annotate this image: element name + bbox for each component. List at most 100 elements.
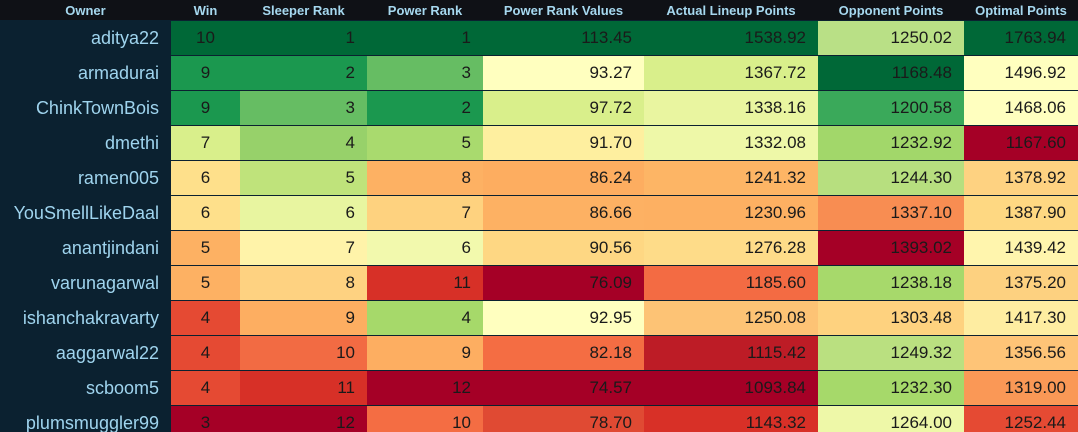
optimal-points-cell: 1319.00	[964, 370, 1078, 406]
owner-cell: aditya22	[0, 20, 171, 56]
optimal-points-cell: 1439.42	[964, 230, 1078, 266]
opponent-points-cell: 1232.92	[818, 125, 964, 161]
owner-cell: dmethi	[0, 125, 171, 161]
owner-cell: ChinkTownBois	[0, 90, 171, 126]
opponent-points-cell: 1232.30	[818, 370, 964, 406]
actual-lineup-points-cell: 1250.08	[644, 300, 818, 336]
power-rank-values-cell: 113.45	[483, 20, 644, 56]
sleeper-rank-cell: 6	[240, 195, 367, 231]
power-rank-values-cell: 76.09	[483, 265, 644, 301]
sleeper-rank-cell: 12	[240, 405, 367, 432]
power-rank-cell: 8	[367, 160, 483, 196]
win-cell: 4	[171, 335, 240, 371]
column-header-actual-lineup-points[interactable]: Actual Lineup Points	[644, 0, 818, 21]
column-header-power-rank[interactable]: Power Rank	[367, 0, 483, 21]
column-header-owner[interactable]: Owner	[0, 0, 171, 21]
column-header-optimal-points[interactable]: Optimal Points	[964, 0, 1078, 21]
win-cell: 6	[171, 195, 240, 231]
actual-lineup-points-cell: 1241.32	[644, 160, 818, 196]
owner-cell: aaggarwal22	[0, 335, 171, 371]
optimal-points-cell: 1417.30	[964, 300, 1078, 336]
power-rank-cell: 3	[367, 55, 483, 91]
power-rank-values-cell: 93.27	[483, 55, 644, 91]
opponent-points-cell: 1393.02	[818, 230, 964, 266]
table-row: armadurai 9 2 3 93.27 1367.72 1168.48 1496.92	[0, 55, 1078, 91]
power-rank-values-cell: 86.24	[483, 160, 644, 196]
actual-lineup-points-cell: 1276.28	[644, 230, 818, 266]
opponent-points-cell: 1303.48	[818, 300, 964, 336]
win-cell: 9	[171, 55, 240, 91]
win-cell: 4	[171, 300, 240, 336]
actual-lineup-points-cell: 1230.96	[644, 195, 818, 231]
actual-lineup-points-cell: 1185.60	[644, 265, 818, 301]
sleeper-rank-cell: 4	[240, 125, 367, 161]
column-header-win[interactable]: Win	[171, 0, 240, 21]
optimal-points-cell: 1252.44	[964, 405, 1078, 432]
power-rank-values-cell: 82.18	[483, 335, 644, 371]
opponent-points-cell: 1250.02	[818, 20, 964, 56]
optimal-points-cell: 1378.92	[964, 160, 1078, 196]
table-row: ishanchakravarty 4 9 4 92.95 1250.08 1303.48 14…	[0, 300, 1078, 336]
table-row: aditya22 10 1 1 113.45 1538.92 1250.02 1763.94	[0, 20, 1078, 56]
opponent-points-cell: 1168.48	[818, 55, 964, 91]
actual-lineup-points-cell: 1115.42	[644, 335, 818, 371]
optimal-points-cell: 1167.60	[964, 125, 1078, 161]
win-cell: 7	[171, 125, 240, 161]
win-cell: 3	[171, 405, 240, 432]
power-rank-values-cell: 78.70	[483, 405, 644, 432]
table-body: aditya22 10 1 1 113.45 1538.92 1250.02 1763.94 a…	[0, 20, 1078, 432]
column-header-opponent-points[interactable]: Opponent Points	[818, 0, 964, 21]
optimal-points-cell: 1496.92	[964, 55, 1078, 91]
table-row: YouSmellLikeDaal 6 6 7 86.66 1230.96 1337.10 13…	[0, 195, 1078, 231]
power-rank-values-cell: 91.70	[483, 125, 644, 161]
opponent-points-cell: 1200.58	[818, 90, 964, 126]
sleeper-rank-cell: 11	[240, 370, 367, 406]
win-cell: 5	[171, 265, 240, 301]
table-row: anantjindani 5 7 6 90.56 1276.28 1393.02 1439.4…	[0, 230, 1078, 266]
power-rank-cell: 10	[367, 405, 483, 432]
power-rank-cell: 1	[367, 20, 483, 56]
owner-cell: anantjindani	[0, 230, 171, 266]
sleeper-rank-cell: 1	[240, 20, 367, 56]
table-row: ChinkTownBois 9 3 2 97.72 1338.16 1200.58 1468.…	[0, 90, 1078, 126]
win-cell: 9	[171, 90, 240, 126]
table-row: dmethi 7 4 5 91.70 1332.08 1232.92 1167.60	[0, 125, 1078, 161]
sleeper-rank-cell: 3	[240, 90, 367, 126]
opponent-points-cell: 1337.10	[818, 195, 964, 231]
table-row: ramen005 6 5 8 86.24 1241.32 1244.30 1378.92	[0, 160, 1078, 196]
sleeper-rank-cell: 9	[240, 300, 367, 336]
table-row: scboom5 4 11 12 74.57 1093.84 1232.30 1319.00	[0, 370, 1078, 406]
table-row: aaggarwal22 4 10 9 82.18 1115.42 1249.32 1356.5…	[0, 335, 1078, 371]
sleeper-rank-cell: 5	[240, 160, 367, 196]
opponent-points-cell: 1238.18	[818, 265, 964, 301]
header-row: Owner Win Sleeper Rank Power Rank Power …	[0, 0, 1078, 21]
optimal-points-cell: 1763.94	[964, 20, 1078, 56]
owner-cell: armadurai	[0, 55, 171, 91]
column-header-power-rank-values[interactable]: Power Rank Values	[483, 0, 644, 21]
actual-lineup-points-cell: 1538.92	[644, 20, 818, 56]
actual-lineup-points-cell: 1332.08	[644, 125, 818, 161]
owner-cell: scboom5	[0, 370, 171, 406]
owner-cell: ishanchakravarty	[0, 300, 171, 336]
sleeper-rank-cell: 2	[240, 55, 367, 91]
power-rank-cell: 9	[367, 335, 483, 371]
actual-lineup-points-cell: 1143.32	[644, 405, 818, 432]
win-cell: 5	[171, 230, 240, 266]
optimal-points-cell: 1387.90	[964, 195, 1078, 231]
owner-cell: plumsmuggler99	[0, 405, 171, 432]
optimal-points-cell: 1356.56	[964, 335, 1078, 371]
optimal-points-cell: 1375.20	[964, 265, 1078, 301]
table-row: plumsmuggler99 3 12 10 78.70 1143.32 1264.00 12…	[0, 405, 1078, 432]
owner-cell: YouSmellLikeDaal	[0, 195, 171, 231]
power-rank-cell: 5	[367, 125, 483, 161]
sleeper-rank-cell: 10	[240, 335, 367, 371]
win-cell: 4	[171, 370, 240, 406]
opponent-points-cell: 1249.32	[818, 335, 964, 371]
power-rank-cell: 12	[367, 370, 483, 406]
column-header-sleeper-rank[interactable]: Sleeper Rank	[240, 0, 367, 21]
power-rank-values-cell: 74.57	[483, 370, 644, 406]
owner-cell: ramen005	[0, 160, 171, 196]
power-rank-cell: 2	[367, 90, 483, 126]
actual-lineup-points-cell: 1093.84	[644, 370, 818, 406]
actual-lineup-points-cell: 1338.16	[644, 90, 818, 126]
